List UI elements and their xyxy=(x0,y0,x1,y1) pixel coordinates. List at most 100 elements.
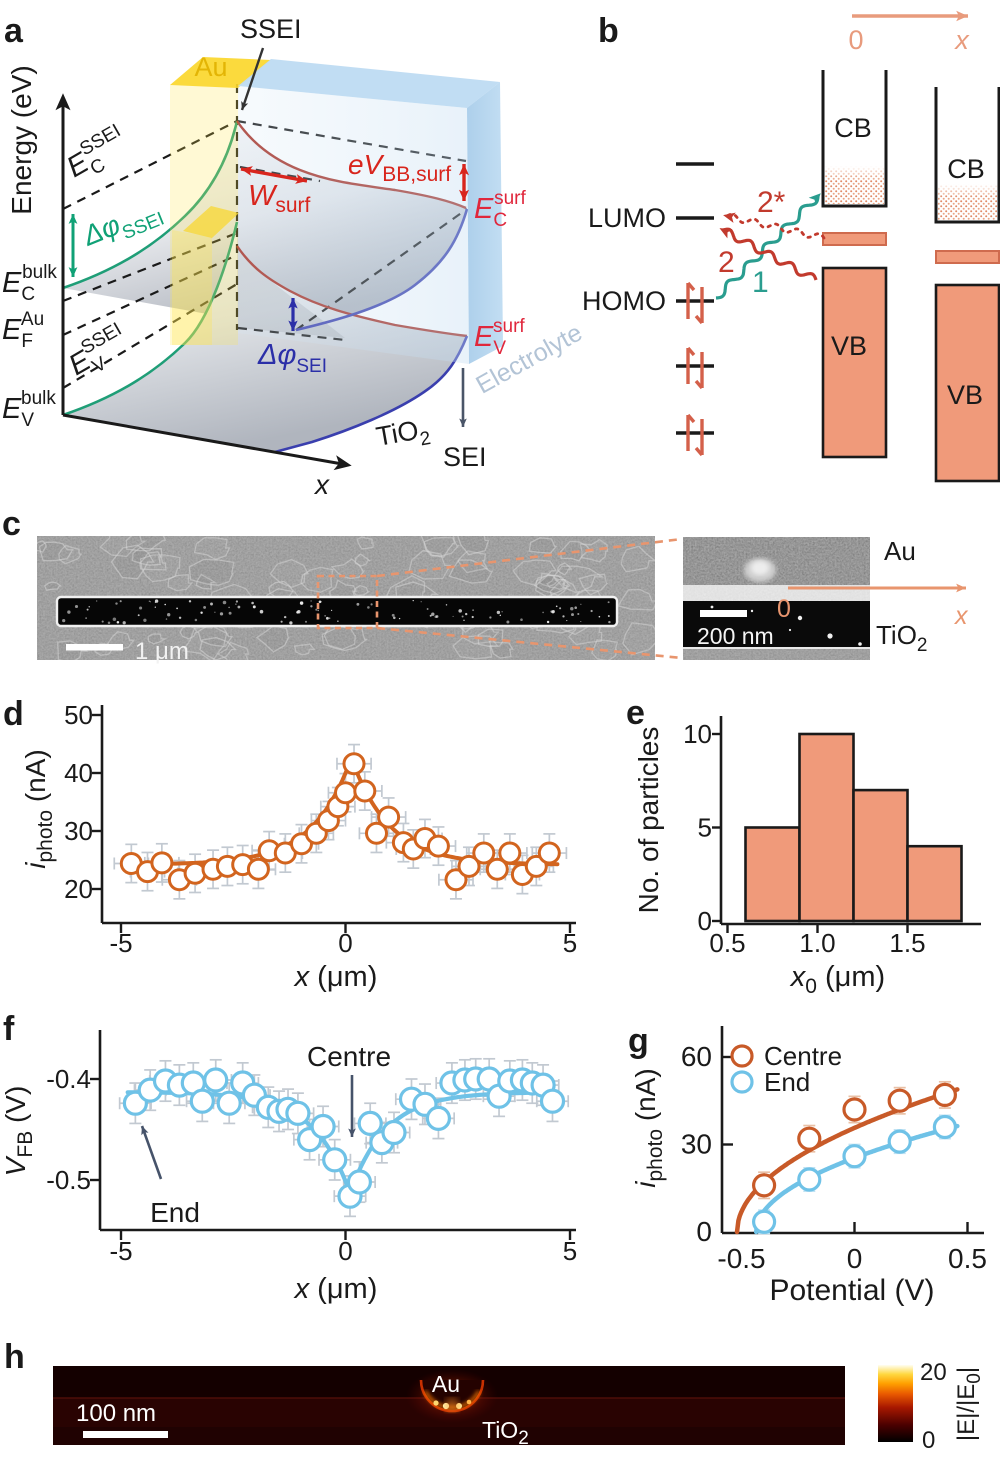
speckle xyxy=(499,614,502,617)
grain-boundary xyxy=(44,581,63,591)
speckle xyxy=(710,605,714,609)
speckle xyxy=(607,601,610,604)
label-part: 0 xyxy=(805,975,817,998)
grain-boundary xyxy=(167,573,194,592)
axes xyxy=(100,705,576,925)
chart-f: -0.4 -0.5 -5 0 5 xyxy=(46,1030,577,1266)
label-part: TiO xyxy=(482,1417,518,1443)
label-part: V xyxy=(493,338,506,359)
legend-end-marker xyxy=(730,1070,754,1094)
panel-letter-h: h xyxy=(4,1338,25,1376)
arrowhead xyxy=(333,455,352,471)
inset-au-label: Au xyxy=(884,536,916,566)
ev-bb-surf-label: eVBB,surf xyxy=(348,149,451,186)
error-bars xyxy=(758,1114,951,1235)
x-tick-label: 5 xyxy=(563,928,577,958)
arrowhead xyxy=(956,10,968,22)
fit-line xyxy=(753,1123,960,1235)
speckle xyxy=(458,609,462,613)
fit-line xyxy=(734,1087,960,1235)
data-point xyxy=(365,821,388,845)
speckle xyxy=(67,610,71,614)
label-part: BB,surf xyxy=(382,163,451,186)
arrowhead xyxy=(241,166,253,176)
speckle xyxy=(154,599,159,603)
excitation-1-wavy-arrow xyxy=(715,195,820,300)
data-point xyxy=(472,841,496,865)
speckle xyxy=(608,620,611,624)
dashed-ev-ssei xyxy=(62,283,238,389)
grain-boundary xyxy=(321,621,369,652)
grain-boundary xyxy=(617,588,655,611)
label-part: E xyxy=(474,321,494,353)
field-tio2-label: TiO2 xyxy=(482,1417,529,1449)
scalebar-inset xyxy=(700,610,747,617)
au-box-step-face xyxy=(183,206,239,238)
chart-e-xlabel: x0 (μm) xyxy=(789,961,885,998)
data-point xyxy=(444,868,468,892)
speckle xyxy=(122,621,126,625)
speckle xyxy=(235,600,239,603)
label-part: surf xyxy=(494,188,526,209)
label-part: C xyxy=(21,284,35,305)
data-point xyxy=(539,1088,566,1114)
grain-boundary xyxy=(579,538,609,563)
label-part: x xyxy=(293,1273,311,1305)
panel-letter-a: a xyxy=(4,12,24,50)
grain-boundary xyxy=(179,625,199,640)
chart-d: 20 30 40 50 -5 0 5 xyxy=(64,700,577,958)
ssei-pointer-arrow xyxy=(240,47,265,111)
chart-d-ylabel: iphoto (nA) xyxy=(20,749,57,868)
speckle xyxy=(827,633,833,639)
x-tick-label: 0.5 xyxy=(948,1243,987,1274)
speckle xyxy=(101,620,104,623)
surface-states-right xyxy=(935,250,1000,264)
arrowhead xyxy=(288,298,298,309)
speckle xyxy=(325,616,329,620)
speckle xyxy=(472,609,475,612)
speckle xyxy=(296,610,299,614)
speckle xyxy=(580,603,582,605)
grain-boundary xyxy=(188,558,235,586)
y-tick-label: -0.5 xyxy=(46,1165,91,1195)
vb-box-left xyxy=(821,266,888,459)
colorbar-axis-label: |E|/|E0| xyxy=(953,1367,985,1441)
hotspot-1 xyxy=(433,1400,439,1406)
speckle xyxy=(465,612,468,616)
end-arrow xyxy=(140,1125,163,1180)
grain-boundary xyxy=(354,553,372,567)
grain-boundary xyxy=(125,536,167,552)
x-axis-label: x xyxy=(313,469,330,500)
cb-electrons-left-fade xyxy=(825,166,884,204)
speckle xyxy=(797,615,803,621)
speckle xyxy=(235,603,237,605)
end-annotation: End xyxy=(150,1197,200,1228)
cb-electrons-right-fade xyxy=(938,184,997,220)
grain-boundary xyxy=(255,625,290,653)
speckle xyxy=(431,612,435,616)
scalebar-field xyxy=(83,1431,168,1438)
x-tick-label: 0 xyxy=(338,1236,352,1266)
panel-letter-c: c xyxy=(2,505,21,543)
y-tick-label: 50 xyxy=(64,700,93,730)
speckle xyxy=(542,611,544,614)
chart-g-ylabel: iphoto (nA) xyxy=(630,1068,667,1187)
grain-boundary xyxy=(552,565,605,594)
speckle xyxy=(210,602,213,606)
grain-boundary xyxy=(195,573,218,590)
surface-states-left xyxy=(822,232,887,246)
label-part: |E|/|E xyxy=(953,1384,980,1441)
speckle xyxy=(280,620,283,623)
scalebar-main xyxy=(66,644,123,651)
inset-wire-dark xyxy=(683,601,870,648)
grain-boundary xyxy=(216,641,250,660)
chart-f-ylabel: VFB (V) xyxy=(0,1086,37,1177)
data-point xyxy=(426,834,450,858)
ev-surf-label: EVsurf xyxy=(474,316,525,359)
speckle xyxy=(137,614,140,617)
origin-label: 0 xyxy=(848,25,863,55)
arrowhead xyxy=(723,212,736,223)
speckle xyxy=(85,617,87,619)
grain-boundary xyxy=(533,574,569,597)
grain-boundary xyxy=(591,639,618,660)
